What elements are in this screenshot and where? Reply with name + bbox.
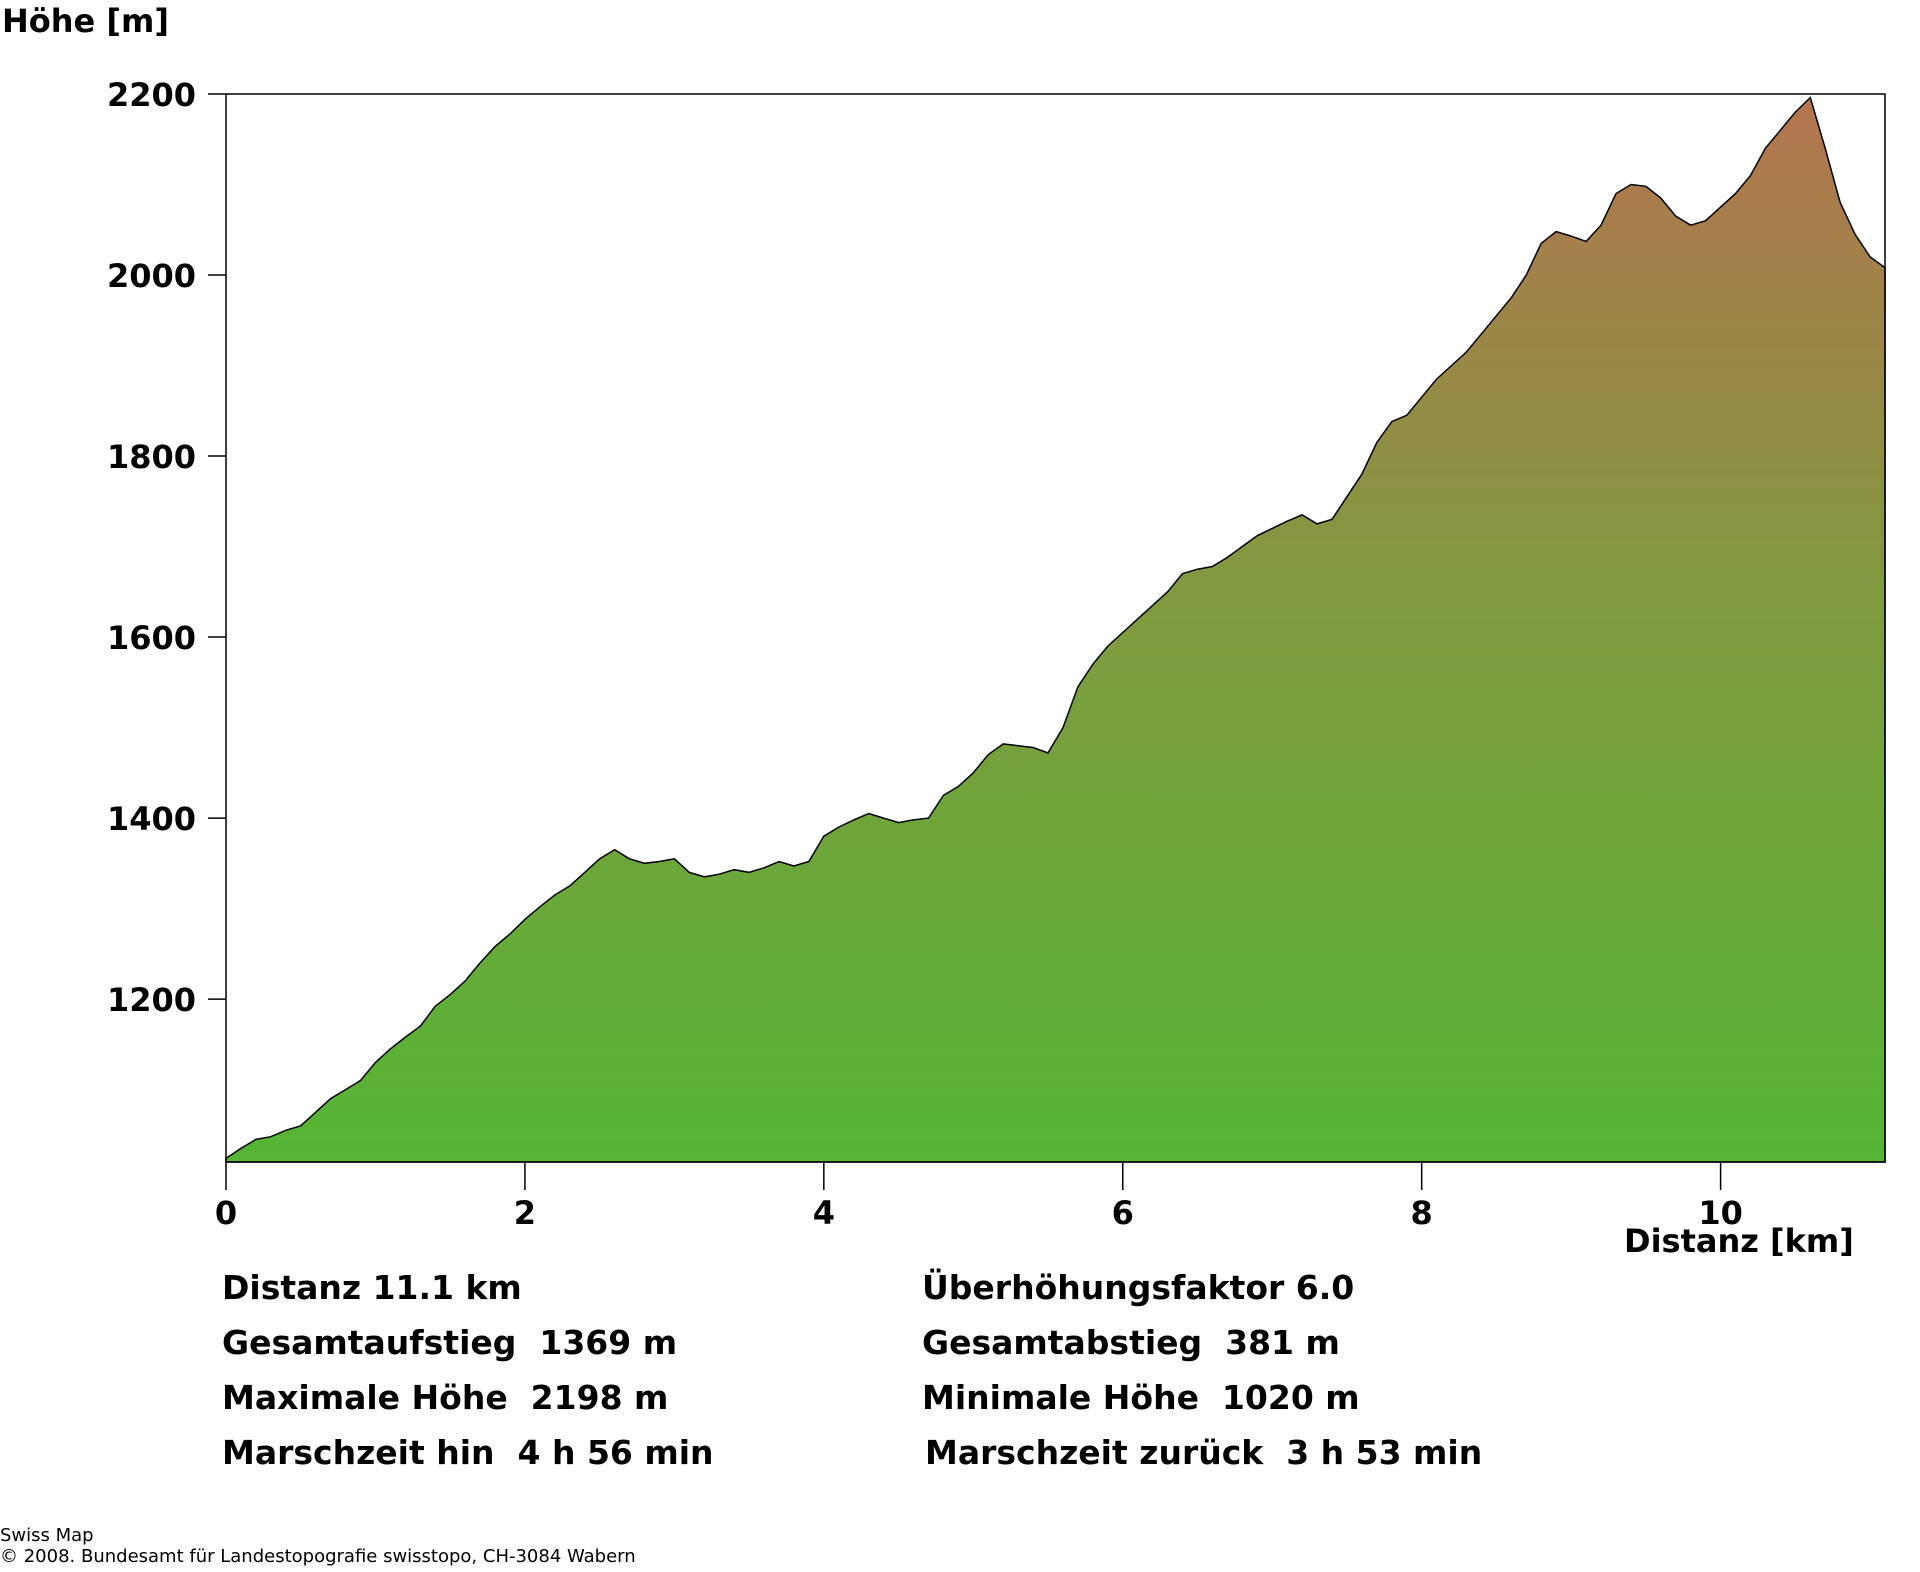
x-tick-label: 0 [215, 1194, 237, 1232]
stat-max-height: Maximale Höhe 2198 m [222, 1378, 669, 1417]
stat-time-there: Marschzeit hin 4 h 56 min [222, 1433, 714, 1472]
y-tick-label: 1800 [107, 438, 196, 476]
y-axis-label: Höhe [m] [2, 2, 169, 40]
plot-frame [225, 93, 1886, 1163]
x-tick-label: 10 [1698, 1194, 1743, 1232]
footer-brand: Swiss Map [0, 1525, 94, 1546]
x-axis-label: Distanz [km] [1624, 1222, 1854, 1260]
y-tick-label: 1200 [107, 981, 196, 1019]
footer-copyright: © 2008. Bundesamt für Landestopografie s… [0, 1546, 636, 1567]
y-axis: 1200 1400 1600 1800 2000 2200 [107, 76, 226, 1019]
x-tick-label: 4 [813, 1194, 835, 1232]
y-tick-label: 2000 [107, 257, 196, 295]
x-axis: 0 2 4 6 8 10 [215, 1162, 1743, 1232]
x-tick-label: 6 [1112, 1194, 1134, 1232]
stat-descent: Gesamtabstieg 381 m [922, 1323, 1340, 1362]
stat-ascent: Gesamtaufstieg 1369 m [222, 1323, 678, 1362]
x-tick-label: 8 [1411, 1194, 1433, 1232]
x-tick-label: 2 [514, 1194, 536, 1232]
y-tick-label: 1400 [107, 800, 196, 838]
y-tick-label: 1600 [107, 619, 196, 657]
stat-time-back: Marschzeit zurück 3 h 53 min [925, 1433, 1483, 1472]
stat-exaggeration: Überhöhungsfaktor 6.0 [922, 1268, 1355, 1307]
elevation-area [225, 96, 1886, 1163]
y-tick-label: 2200 [107, 76, 196, 114]
stat-distance: Distanz 11.1 km [222, 1268, 522, 1307]
stat-min-height: Minimale Höhe 1020 m [922, 1378, 1360, 1417]
